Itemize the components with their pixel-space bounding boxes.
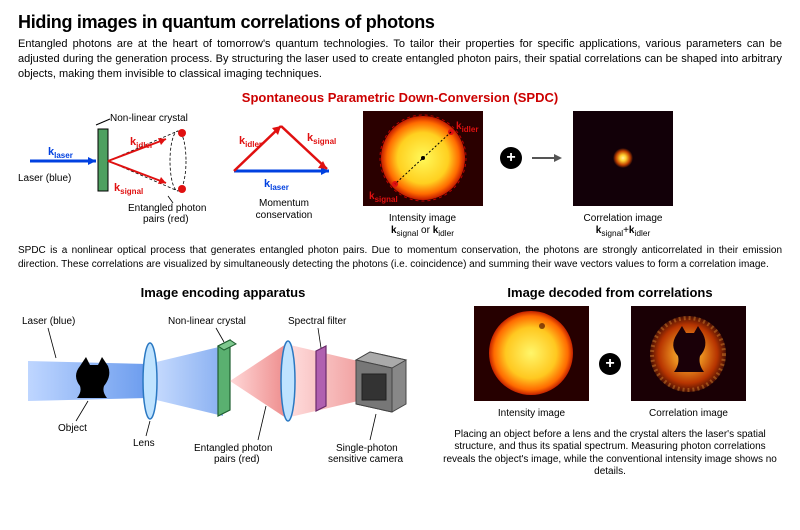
momentum-diagram: kidler ksignal klaser (219, 111, 349, 191)
bottom-row: Image encoding apparatus (18, 281, 782, 489)
correlation-image (573, 111, 673, 206)
svg-text:Spectral filter: Spectral filter (288, 316, 347, 327)
spdc-row: Non-linear crystal klaser Laser (blue) k… (18, 111, 782, 239)
spdc-heading: Spontaneous Parametric Down-Conversion (… (18, 90, 782, 105)
decoded-intensity: Intensity image (474, 306, 589, 421)
correlation-panel: Correlation image ksignal+kidler (568, 111, 678, 239)
momentum-caption: Momentum conservation (219, 198, 349, 223)
svg-text:klaser: klaser (48, 146, 73, 160)
decoded-panel: Image decoded from correlations (438, 281, 782, 489)
momentum-panel: kidler ksignal klaser Momentum conservat… (219, 111, 349, 223)
intensity-image: kidler ksignal (363, 111, 483, 206)
svg-text:Entangled photonpairs (red): Entangled photonpairs (red) (194, 443, 272, 465)
svg-text:ksignal: ksignal (307, 132, 336, 146)
decoded-correlation: Correlation image (631, 306, 746, 421)
corr-caption-1: Correlation image ksignal+kidler (568, 213, 678, 239)
arrow-icon (532, 148, 562, 168)
intensity-caption-1: Intensity image ksignal or kidler (355, 213, 490, 239)
svg-text:Laser (blue): Laser (blue) (22, 316, 75, 327)
spdc-schematic-panel: Non-linear crystal klaser Laser (blue) k… (18, 111, 213, 231)
svg-text:kidler: kidler (130, 136, 153, 150)
svg-text:klaser: klaser (264, 178, 289, 191)
svg-text:Non-linear crystal: Non-linear crystal (110, 113, 188, 124)
spdc-schematic: Non-linear crystal klaser Laser (blue) k… (18, 111, 213, 226)
apparatus-panel: Image encoding apparatus (18, 281, 428, 489)
plus-icon: + (500, 147, 522, 169)
intro-text: Entangled photons are at the heart of to… (18, 37, 782, 82)
svg-text:Single-photonsensitive camera: Single-photonsensitive camera (328, 443, 403, 465)
svg-text:kidler: kidler (239, 135, 262, 149)
svg-text:Non-linear crystal: Non-linear crystal (168, 316, 246, 327)
svg-text:Lens: Lens (133, 438, 155, 449)
decoded-heading: Image decoded from correlations (438, 285, 782, 300)
svg-text:Laser (blue): Laser (blue) (18, 173, 71, 184)
plus-icon-2: + (599, 353, 621, 375)
svg-text:Entangled photonpairs (red): Entangled photonpairs (red) (128, 203, 206, 225)
svg-text:ksignal: ksignal (114, 182, 143, 196)
page-title: Hiding images in quantum correlations of… (18, 12, 782, 33)
apparatus-diagram: Laser (blue) Object Lens Non-linear crys… (18, 306, 428, 471)
svg-text:Object: Object (58, 423, 87, 434)
spdc-note: SPDC is a nonlinear optical process that… (18, 244, 782, 271)
decoded-note: Placing an object before a lens and the … (438, 429, 782, 479)
intensity-panel: kidler ksignal Intensity image ksignal o… (355, 111, 490, 239)
apparatus-heading: Image encoding apparatus (18, 285, 428, 300)
